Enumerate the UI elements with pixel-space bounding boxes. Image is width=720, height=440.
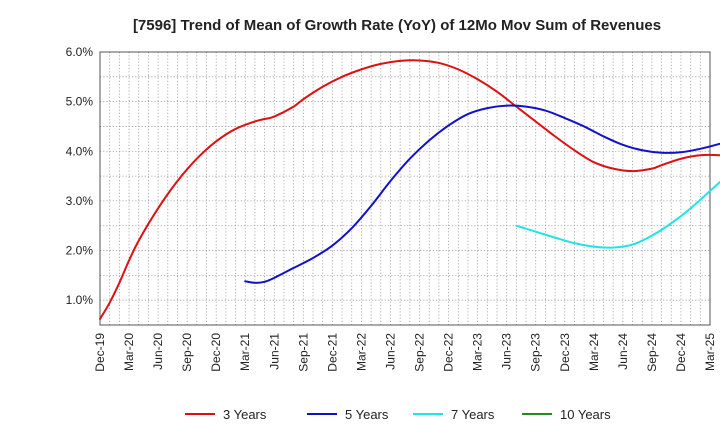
legend-label-3-years: 3 Years (223, 407, 267, 422)
x-tick-label: Mar-23 (471, 333, 485, 371)
series-line-3-years (99, 59, 720, 321)
y-tick-label: 2.0% (66, 244, 94, 258)
x-tick-label: Dec-23 (558, 333, 572, 372)
x-tick-label: Sep-20 (180, 333, 194, 372)
x-axis-ticks: Dec-19 Mar-20 Jun-20 Sep-20 Dec-20 Mar-21 Jun-… (93, 333, 717, 372)
x-tick-label: Mar-20 (122, 333, 136, 371)
y-axis-ticks: 1.0% 2.0% 3.0% 4.0% 5.0% 6.0% (66, 45, 94, 307)
series-line-5-years (244, 104, 720, 284)
x-tick-label: Sep-21 (296, 333, 310, 372)
x-tick-label: Mar-25 (703, 333, 717, 371)
y-tick-label: 1.0% (66, 293, 94, 307)
x-tick-label: Mar-24 (587, 333, 601, 371)
x-tick-label: Dec-20 (209, 333, 223, 372)
plot-area (99, 51, 711, 326)
x-tick-label: Dec-22 (442, 333, 456, 372)
x-tick-label: Mar-21 (238, 333, 252, 371)
y-tick-label: 3.0% (66, 194, 94, 208)
grid (100, 52, 710, 325)
chart-title: [7596] Trend of Mean of Growth Rate (YoY… (133, 17, 661, 34)
y-tick-label: 5.0% (66, 95, 94, 109)
x-tick-label: Jun-20 (151, 333, 165, 370)
x-tick-label: Dec-24 (674, 333, 688, 372)
x-tick-label: Sep-24 (645, 333, 659, 372)
x-tick-label: Dec-19 (93, 333, 107, 372)
legend-label-10-years: 10 Years (560, 407, 611, 422)
x-tick-label: Jun-23 (500, 333, 514, 370)
x-tick-label: Sep-23 (529, 333, 543, 372)
legend: 3 Years 5 Years 7 Years 10 Years (185, 407, 611, 422)
legend-label-5-years: 5 Years (345, 407, 389, 422)
x-tick-label: Jun-24 (616, 333, 630, 370)
x-tick-label: Dec-21 (325, 333, 339, 372)
legend-label-7-years: 7 Years (451, 407, 495, 422)
x-tick-label: Mar-22 (354, 333, 368, 371)
x-tick-label: Jun-22 (383, 333, 397, 370)
x-tick-label: Sep-22 (413, 333, 427, 372)
series-lines (99, 59, 720, 321)
x-tick-label: Jun-21 (267, 333, 281, 370)
series-line-7-years (515, 180, 720, 249)
y-tick-label: 4.0% (66, 144, 94, 158)
y-tick-label: 6.0% (66, 45, 94, 59)
